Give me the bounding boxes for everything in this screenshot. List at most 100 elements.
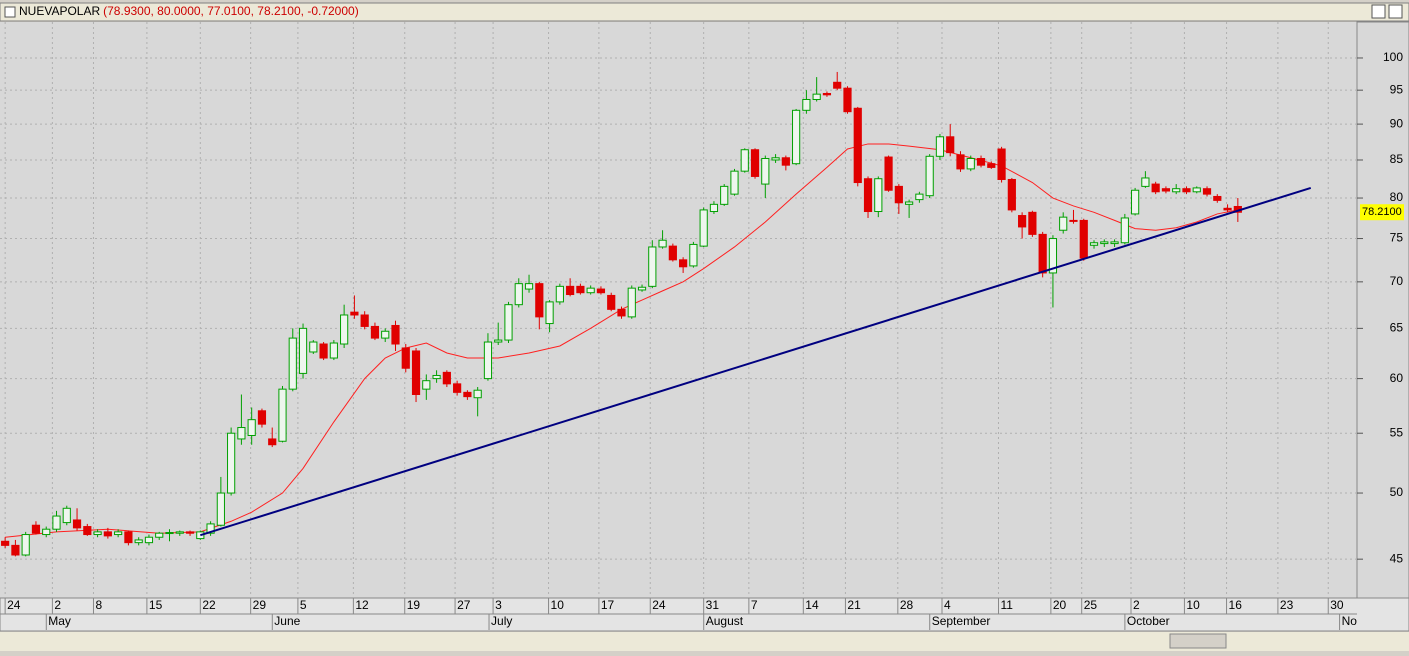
candle-body	[42, 528, 51, 536]
candle-body	[504, 304, 513, 341]
candle-body	[648, 246, 657, 287]
x-tick-label: 31	[706, 598, 720, 612]
candle-body	[1141, 177, 1150, 187]
candle-body	[884, 156, 893, 191]
candle-body	[771, 157, 780, 161]
candle-body	[1172, 188, 1181, 193]
x-tick-label: 20	[1053, 598, 1067, 612]
candle-body	[566, 285, 575, 296]
scrollbar-thumb[interactable]	[1169, 633, 1227, 649]
candle-body	[206, 523, 215, 534]
moving-average	[5, 143, 1238, 538]
candle-body	[144, 536, 154, 544]
candle-body	[1059, 216, 1068, 231]
candle-body	[483, 341, 493, 380]
candle-body	[935, 136, 945, 157]
candle-body	[298, 327, 308, 374]
candle-body	[1182, 188, 1191, 193]
candle-body	[894, 185, 903, 204]
candle-body	[340, 314, 349, 345]
y-tick-label: 55	[1390, 425, 1404, 439]
candle-body	[432, 374, 441, 380]
candle-body	[21, 534, 30, 556]
candle-body	[1079, 219, 1088, 259]
candle-body	[473, 389, 482, 399]
y-tick-label: 70	[1390, 274, 1404, 288]
candle-body	[309, 341, 318, 353]
candle-body	[1110, 241, 1119, 245]
candle-body	[319, 343, 328, 359]
candle-body	[1131, 189, 1140, 215]
month-label: September	[932, 614, 991, 628]
candle-body	[925, 155, 934, 197]
candle-body	[278, 388, 287, 442]
x-tick-label: 8	[95, 598, 102, 612]
candle-body	[905, 201, 914, 205]
x-tick-label: 25	[1084, 598, 1098, 612]
candle-body	[62, 507, 71, 524]
x-tick-label: 15	[149, 598, 163, 612]
plot-area	[0, 22, 1357, 598]
title-bar	[0, 2, 1409, 22]
price-axis	[1356, 21, 1409, 599]
candle-body	[422, 380, 431, 390]
y-tick-label: 60	[1390, 371, 1404, 385]
y-tick-label: 80	[1390, 190, 1404, 204]
candle-body	[103, 531, 112, 537]
candle-body	[370, 325, 380, 339]
candle-body	[175, 531, 184, 534]
x-tick-label: 24	[7, 598, 21, 612]
x-tick-label: 22	[202, 598, 216, 612]
x-tick-label: 2	[54, 598, 61, 612]
candle-body	[617, 308, 626, 317]
candle-body	[1089, 242, 1099, 246]
candle-body	[822, 92, 832, 96]
candle-body	[740, 149, 749, 172]
candle-body	[72, 519, 82, 529]
candle-body	[288, 337, 297, 390]
restore-button[interactable]	[1371, 4, 1386, 19]
candle-body	[411, 350, 421, 395]
candle-body	[227, 432, 236, 494]
candle-body	[185, 531, 195, 534]
candle-body	[956, 154, 965, 170]
y-tick-label: 45	[1390, 551, 1404, 565]
candle-body	[976, 158, 986, 166]
candle-body	[514, 283, 523, 306]
month-label: No	[1342, 614, 1358, 628]
y-tick-label: 65	[1390, 321, 1404, 335]
candle-body	[268, 438, 277, 446]
y-tick-label: 50	[1390, 485, 1404, 499]
candle-body	[237, 427, 246, 440]
candle-body	[750, 149, 760, 177]
candle-body	[699, 209, 708, 247]
candle-body	[124, 531, 133, 544]
candle-body	[350, 311, 359, 316]
candle-body	[216, 492, 225, 526]
last-price-box	[1360, 204, 1404, 221]
month-label: July	[491, 614, 512, 628]
candle-body	[1028, 211, 1037, 235]
candle-body	[596, 288, 606, 294]
candle-body	[524, 283, 534, 290]
candle-body	[1161, 188, 1171, 192]
candle-body	[1202, 188, 1212, 195]
chart-title: NUEVAPOLAR	[19, 4, 100, 18]
month-label: June	[274, 614, 300, 628]
candle-body	[329, 342, 338, 359]
close-button[interactable]	[1388, 4, 1403, 19]
candle-body	[83, 526, 92, 536]
candle-body	[442, 371, 451, 385]
candle-body	[494, 339, 503, 343]
x-tick-label: 19	[407, 598, 421, 612]
trendline	[200, 186, 1312, 537]
candle-body	[1223, 207, 1232, 211]
window-icon	[4, 6, 16, 18]
candle-body	[637, 286, 647, 291]
last-price-label: 78.2100	[1362, 206, 1402, 218]
candle-body	[576, 285, 585, 294]
x-tick-label: 27	[457, 598, 471, 612]
x-tick-label: 24	[652, 598, 666, 612]
candle-body	[761, 158, 770, 185]
